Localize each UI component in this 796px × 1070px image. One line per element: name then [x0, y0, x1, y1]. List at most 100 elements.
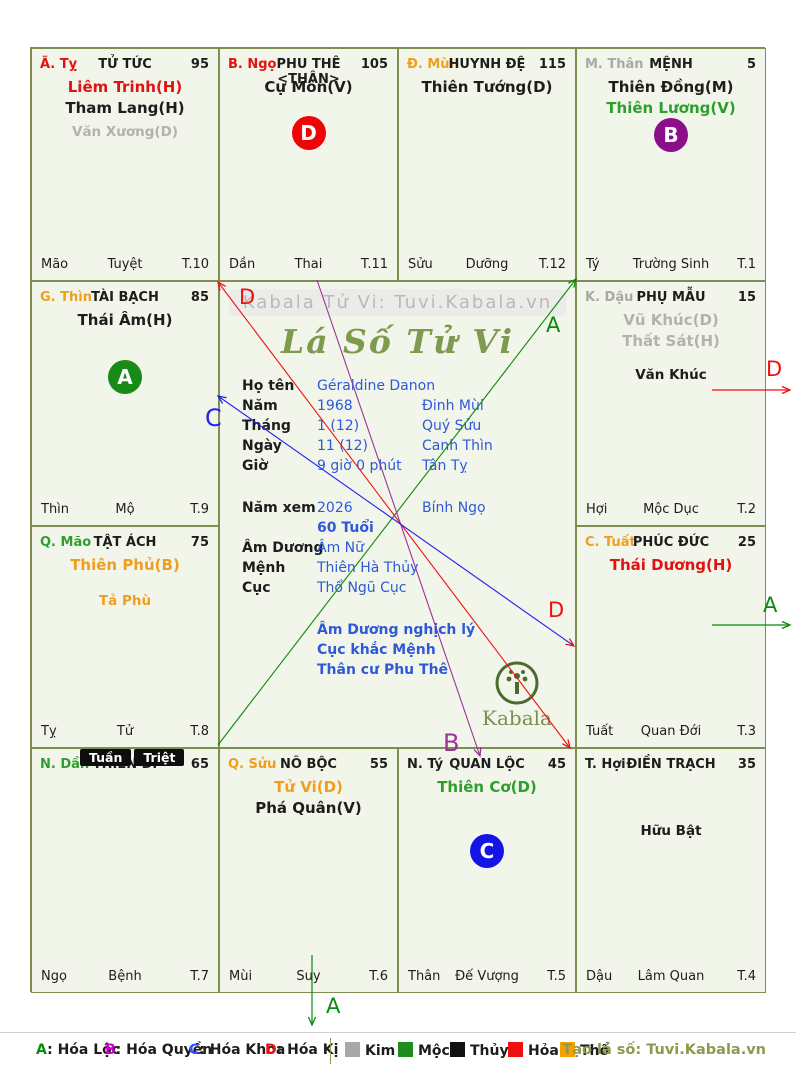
field-label: Năm: [242, 398, 278, 414]
branch-label: Hợi: [586, 502, 608, 517]
t-number: T.3: [737, 724, 756, 739]
stem-branch-label: N. Dần: [40, 757, 90, 772]
field-value: 11 (12): [317, 438, 369, 454]
chart-title: Lá Số Tử Vi: [280, 322, 514, 361]
field-value: Âm Nữ: [317, 540, 365, 556]
palace-name: PHU THÊ <THÂN>: [276, 57, 341, 87]
stem-branch-label: M. Thân: [585, 57, 644, 72]
age-value: 60 Tuổi: [317, 520, 374, 536]
legend-letter-a: A: [36, 1042, 48, 1058]
arrow-label-d: D: [239, 285, 256, 309]
branch-label: Thìn: [41, 502, 70, 517]
palace-name: HUYNH ĐỆ: [448, 57, 526, 72]
field-value: Géraldine Danon: [317, 378, 436, 394]
palace-number: 75: [190, 535, 209, 550]
legend-element-kim: Kim: [345, 1042, 395, 1059]
palace-cell-tu-tuc: Ã. Tỵ TỬ TỨC 95 Liêm Trinh(H) Tham Lang(…: [31, 48, 219, 281]
field-label: Mệnh: [242, 560, 286, 576]
field-label: Tháng: [242, 418, 291, 434]
palace-number: 5: [746, 57, 756, 72]
legend-divider: [0, 1032, 796, 1033]
palace-name: PHỤ MẪU: [636, 290, 706, 305]
t-number: T.8: [190, 724, 209, 739]
branch-label: Tý: [586, 257, 600, 272]
arrow-label-a: A: [326, 994, 341, 1018]
legend-element-tho: Thổ: [560, 1042, 609, 1059]
star-list: Thiên Tướng(D): [399, 77, 575, 98]
palace-number: 85: [190, 290, 209, 305]
note-line: Cục khắc Mệnh: [317, 642, 436, 658]
stem-branch-label: G. Thìn: [40, 290, 92, 305]
stem-branch-label: Đ. Mùi: [407, 57, 455, 72]
field-label: Ngày: [242, 438, 282, 454]
arrow-label-a: A: [763, 593, 778, 617]
star-name: Thiên Tướng(D): [421, 78, 553, 96]
palace-cell-tat-ach: Q. Mão TẬT ÁCH 75 Thiên Phủ(B) Tả Phù Tỵ…: [31, 526, 219, 748]
palace-cell-menh: M. Thân MỆNH 5 Thiên Đồng(M) Thiên Lương…: [576, 48, 766, 281]
palace-name: TỬ TỨC: [98, 57, 152, 72]
cell-header: B. Ngọ PHU THÊ <THÂN> 105: [220, 54, 397, 87]
element-name: Kim: [365, 1043, 396, 1059]
element-name: Mộc: [418, 1043, 450, 1059]
t-number: T.2: [737, 502, 756, 517]
stem-branch-label: K. Dậu: [585, 290, 634, 305]
field-label: Giờ: [242, 458, 268, 474]
life-stage-label: Lâm Quan: [637, 969, 705, 984]
cell-footer: Hợi Mộc Dục T.2: [577, 502, 765, 519]
branch-label: Dần: [229, 257, 256, 272]
cell-footer: Tỵ Tử T.8: [32, 724, 218, 741]
site-credit-link[interactable]: Tạo lá số: Tuvi.Kabala.vn: [562, 1042, 766, 1058]
cell-footer: Ngọ Bệnh T.7: [32, 969, 218, 986]
palace-name: TÀI BẠCH: [91, 290, 159, 305]
life-stage-label: Thai: [294, 257, 323, 272]
star-name: Vũ Khúc(D): [623, 311, 719, 329]
chart-notes: Âm Dương nghịch lý Cục khắc Mệnh Thân cư…: [317, 620, 475, 680]
legend-letter-d: D: [265, 1042, 277, 1058]
branch-label: Sửu: [408, 257, 433, 272]
t-number: T.10: [181, 257, 209, 272]
stem-branch-label: Q. Sửu: [228, 757, 277, 772]
branch-label: Mão: [41, 257, 69, 272]
cell-footer: Thân Đế Vượng T.5: [399, 969, 575, 986]
arrow-label-a: A: [546, 313, 561, 337]
t-number: T.12: [538, 257, 566, 272]
field-value: Thổ Ngũ Cục: [317, 580, 407, 596]
kabala-logo: Kabala: [482, 660, 552, 730]
stem-branch-label: Ã. Tỵ: [40, 57, 78, 72]
legend-text: : Hóa Quyền: [115, 1042, 213, 1058]
field-label: Âm Dương: [242, 540, 324, 556]
palace-cell-dien-trach: T. Hợi ĐIỀN TRẠCH 35 Hữu Bật Dậu Lâm Qua…: [576, 748, 766, 993]
star-name: Hữu Bật: [640, 823, 702, 839]
legend-hoa-ki: D: Hóa Kị: [265, 1042, 338, 1058]
branch-label: Thân: [408, 969, 441, 984]
palace-number: 55: [369, 757, 388, 772]
tuan-triet-badges: Tuần Triệt: [80, 749, 185, 766]
t-number: T.9: [190, 502, 209, 517]
field-label: Năm xem: [242, 500, 316, 516]
palace-cell-phuc-duc: C. Tuất PHÚC ĐỨC 25 Thái Dương(H) Tuất Q…: [576, 526, 766, 748]
branch-label: Tỵ: [41, 724, 57, 739]
palace-number: 45: [547, 757, 566, 772]
tuan-badge: Tuần: [80, 749, 132, 766]
arrow-label-d: D: [548, 598, 565, 622]
legend-hoa-quyen: B: Hóa Quyền: [105, 1042, 212, 1058]
star-list: Liêm Trinh(H) Tham Lang(H) Văn Xương(D): [32, 77, 218, 142]
legend-text: : Hóa Lộc: [47, 1042, 121, 1058]
life-stage-label: Dưỡng: [465, 257, 509, 272]
cell-footer: Dậu Lâm Quan T.4: [577, 969, 765, 986]
star-list: Thái Âm(H): [32, 310, 218, 331]
cell-footer: Sửu Dưỡng T.12: [399, 257, 575, 274]
hoa-khoa-badge: C: [470, 834, 504, 868]
palace-cell-no-boc: Q. Sửu NÔ BỘC 55 Tử Vi(D) Phá Quân(V) Mù…: [219, 748, 398, 993]
legend-element-moc: Mộc: [398, 1042, 450, 1059]
stem-branch-label: N. Tý: [407, 757, 444, 772]
star-name: Thiên Đồng(M): [608, 78, 734, 96]
legend-letter-c: C: [189, 1042, 200, 1058]
cell-header: Đ. Mùi HUYNH ĐỆ 115: [399, 54, 575, 76]
palace-name: QUAN LỘC: [449, 757, 525, 772]
field-label: Cục: [242, 580, 271, 596]
star-list: Thiên Phủ(B) Tả Phù: [32, 555, 218, 611]
legend-text: : Hóa Kị: [276, 1042, 339, 1058]
life-stage-label: Đế Vượng: [455, 969, 519, 984]
branch-label: Mùi: [229, 969, 253, 984]
